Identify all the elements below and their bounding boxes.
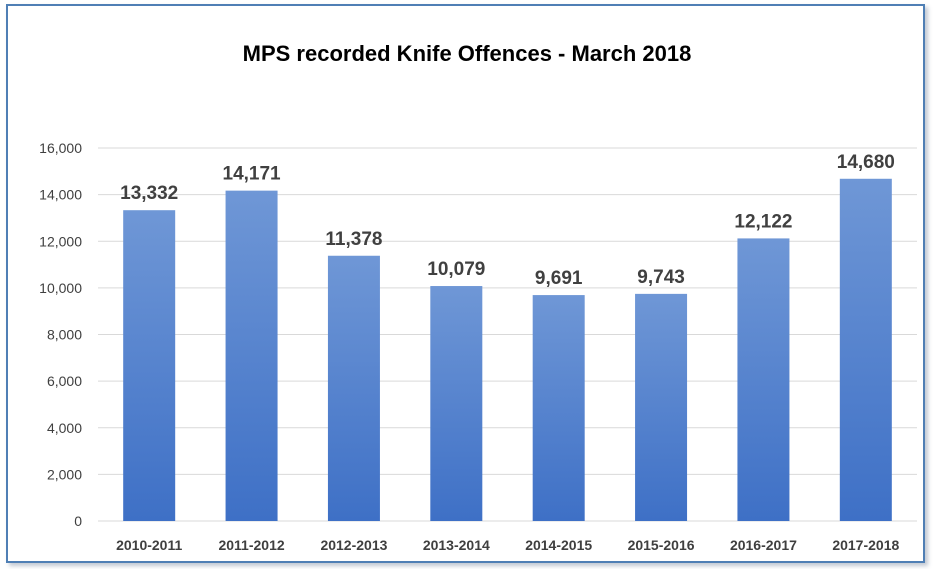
- x-category-label: 2013-2014: [423, 537, 490, 553]
- x-category-label: 2010-2011: [116, 537, 182, 553]
- bar: [123, 210, 176, 521]
- y-axis-tick-labels: 0 2,000 4,000 6,000 8,000 10,000 12,000 14,000 1…: [39, 140, 82, 529]
- bars: [123, 178, 892, 522]
- data-label: 12,122: [734, 211, 792, 232]
- y-tick-label: 16,000: [39, 140, 82, 156]
- data-labels: 13,332 14,171 11,378 10,079 9,691 9,743 12,122…: [120, 152, 895, 289]
- bar: [532, 295, 585, 521]
- y-tick-label: 4,000: [47, 420, 82, 436]
- data-label: 9,743: [637, 267, 685, 288]
- x-category-label: 2015-2016: [628, 537, 695, 553]
- bar: [327, 255, 380, 522]
- y-tick-label: 2,000: [47, 466, 82, 482]
- y-tick-label: 14,000: [39, 187, 82, 203]
- data-label: 10,079: [427, 259, 485, 280]
- data-label: 14,680: [837, 152, 895, 173]
- x-category-label: 2011-2012: [218, 537, 284, 553]
- bar: [225, 190, 278, 522]
- x-category-label: 2017-2018: [832, 537, 899, 553]
- y-tick-label: 6,000: [47, 373, 82, 389]
- bar: [430, 286, 483, 521]
- data-label: 11,378: [325, 229, 382, 250]
- bar: [839, 178, 892, 521]
- bar: [737, 238, 790, 521]
- y-tick-label: 10,000: [39, 280, 82, 296]
- bar: [635, 293, 688, 521]
- x-axis-category-labels: 2010-2011 2011-2012 2012-2013 2013-2014 2014…: [116, 537, 899, 553]
- y-tick-label: 12,000: [39, 233, 82, 249]
- y-tick-label: 8,000: [47, 327, 82, 343]
- data-label: 9,691: [535, 268, 583, 289]
- data-label: 13,332: [120, 183, 178, 204]
- chart-title: MPS recorded Knife Offences - March 2018: [243, 41, 692, 66]
- x-category-label: 2012-2013: [320, 537, 387, 553]
- y-tick-label: 0: [74, 513, 82, 529]
- x-category-label: 2014-2015: [525, 537, 592, 553]
- x-category-label: 2016-2017: [730, 537, 797, 553]
- gridlines: [98, 147, 917, 522]
- data-label: 14,171: [223, 164, 282, 185]
